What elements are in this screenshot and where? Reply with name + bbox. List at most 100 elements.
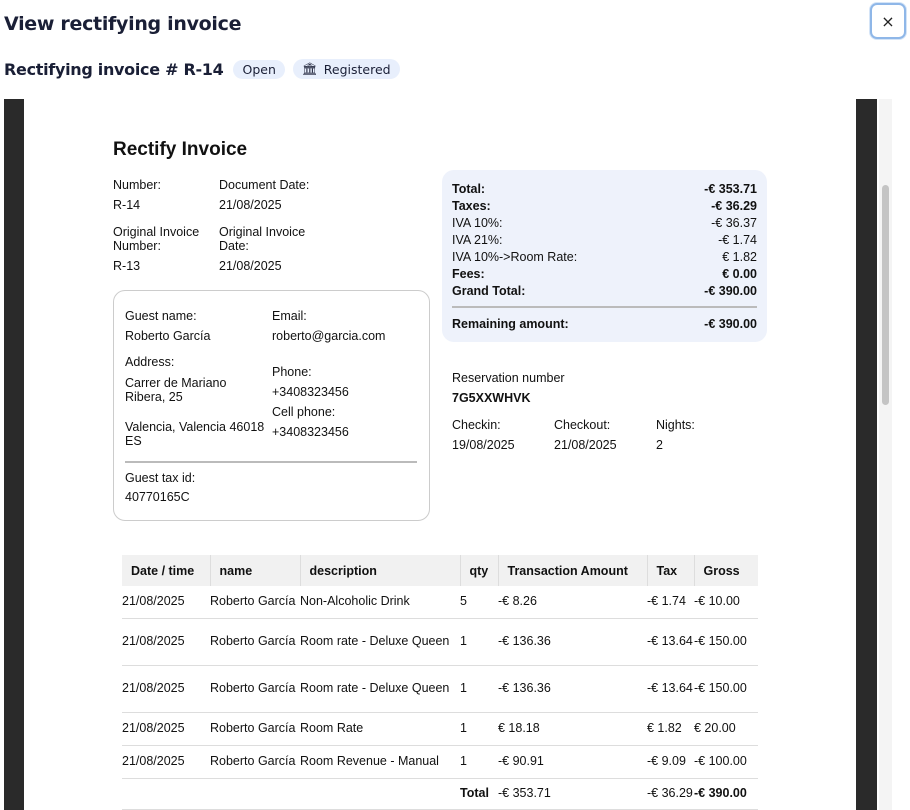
table-cell: -€ 150.00 (694, 665, 758, 713)
guest-name-label: Guest name: (125, 309, 197, 323)
column-header[interactable]: Tax (647, 555, 695, 586)
table-cell: -€ 13.64 (647, 618, 694, 666)
table-row: 21/08/2025 Roberto García Non-Alcoholic Dr… (122, 586, 758, 619)
summary-label: IVA 21%: (452, 233, 503, 247)
divider (125, 461, 417, 463)
summary-value: -€ 1.74 (718, 233, 757, 247)
checkin-label: Checkin: (452, 418, 501, 432)
invoice-header: Rectifying invoice # R-14 Open 🏛 Register… (4, 59, 400, 79)
table-cell: -€ 100.00 (694, 745, 758, 779)
table-cell: Room rate - Deluxe Queen (300, 665, 460, 713)
orig-number-label: Original Invoice Number: (113, 225, 200, 253)
summary-value: € 1.82 (722, 250, 757, 264)
remaining-label: Remaining amount: (452, 317, 569, 331)
table-cell: 1 (460, 712, 498, 746)
column-header[interactable]: qty (460, 555, 499, 586)
table-cell: Roberto García (210, 618, 300, 666)
checkin-value: 19/08/2025 (452, 438, 515, 452)
table-cell: -€ 9.09 (647, 745, 694, 779)
table-row: 21/08/2025 Roberto García Room Rate 1 € 18.1… (122, 712, 758, 746)
doc-date-label: Document Date: (219, 178, 310, 192)
summary-value: -€ 36.37 (711, 216, 757, 230)
summary-value: € 0.00 (722, 267, 757, 281)
registered-badge: 🏛 Registered (292, 59, 400, 79)
orig-date-value: 21/08/2025 (219, 259, 282, 273)
table-row: 21/08/2025 Roberto García Room rate - Delu… (122, 665, 758, 713)
orig-date-label: Original Invoice Date: (219, 225, 306, 253)
summary-label: IVA 10%->Room Rate: (452, 250, 578, 264)
scrollbar-thumb[interactable] (882, 185, 889, 405)
column-header[interactable]: Date / time (122, 555, 211, 586)
cell-label: Cell phone: (272, 405, 336, 419)
cell-value: +3408323456 (272, 425, 349, 439)
email-label: Email: (272, 309, 307, 323)
invoice-subtitle: Rectifying invoice # R-14 (4, 59, 224, 79)
guest-box: Guest name: Roberto García Email: robert… (113, 290, 430, 521)
summary-label: Grand Total: (452, 284, 526, 298)
table-cell: Room Revenue - Manual (300, 745, 460, 779)
table-cell: 21/08/2025 (122, 712, 210, 746)
table-cell: -€ 136.36 (498, 665, 647, 713)
checkout-value: 21/08/2025 (554, 438, 617, 452)
tax-id-value: 40770165C (125, 490, 190, 504)
invoice-page: Rectify Invoice Number: R-14 Document Da… (24, 99, 856, 810)
summary-value: -€ 36.29 (711, 199, 757, 213)
remaining-row: Remaining amount: -€ 390.00 (452, 316, 757, 333)
email-value: roberto@garcia.com (272, 329, 386, 343)
table-cell: -€ 10.00 (694, 586, 758, 619)
orig-number-value: R-13 (113, 259, 141, 273)
summary-divider (452, 306, 757, 308)
invoice-title: Rectify Invoice (113, 139, 248, 160)
table-cell: Roberto García (210, 586, 300, 619)
table-cell: -€ 1.74 (647, 586, 694, 619)
column-header[interactable]: name (210, 555, 301, 586)
column-header[interactable]: Transaction Amount (498, 555, 648, 586)
number-value: R-14 (113, 198, 141, 212)
guest-name: Roberto García (125, 329, 211, 343)
transactions-table: Date / time name description qty Transaction… (122, 555, 758, 810)
table-cell: € 18.18 (498, 712, 647, 746)
bank-icon: 🏛 (301, 61, 318, 76)
table-cell: € 20.00 (694, 712, 758, 746)
dialog-title: View rectifying invoice (4, 13, 242, 35)
table-cell: 21/08/2025 (122, 586, 210, 619)
phone-label: Phone: (272, 365, 312, 379)
nights-value: 2 (656, 438, 663, 452)
total-tax: -€ 36.29 (647, 778, 694, 810)
table-row: 21/08/2025 Roberto García Room rate - Delu… (122, 618, 758, 666)
summary-row: Total: -€ 353.71 (452, 181, 757, 198)
phone-value: +3408323456 (272, 385, 349, 399)
total-amount: -€ 353.71 (498, 778, 647, 810)
table-cell: -€ 90.91 (498, 745, 647, 779)
summary-row: Taxes: -€ 36.29 (452, 198, 757, 215)
summary-row: Fees: € 0.00 (452, 266, 757, 283)
address-line1: Carrer de Mariano Ribera, 25 (125, 376, 227, 404)
summary-box: Total: -€ 353.71 Taxes: -€ 36.29 IVA 10%: -€ … (442, 170, 767, 342)
column-header[interactable]: description (300, 555, 461, 586)
document-viewer: Rectify Invoice Number: R-14 Document Da… (4, 99, 877, 810)
table-cell: -€ 136.36 (498, 618, 647, 666)
table-cell: 1 (460, 745, 498, 779)
table-header: Date / time name description qty Transaction… (122, 555, 758, 586)
reservation-number: 7G5XXWHVK (452, 391, 531, 405)
total-label: Total (460, 778, 498, 810)
table-cell: Roberto García (210, 665, 300, 713)
table-cell: -€ 13.64 (647, 665, 694, 713)
table-cell: Roberto García (210, 712, 300, 746)
status-badge: Open (233, 59, 285, 79)
total-gross: -€ 390.00 (694, 778, 758, 810)
status-badge-label: Open (242, 61, 276, 77)
table-cell: 21/08/2025 (122, 665, 210, 713)
summary-label: Total: (452, 182, 486, 196)
summary-value: -€ 353.71 (704, 182, 757, 196)
tax-id-label: Guest tax id: (125, 471, 196, 485)
scrollbar[interactable] (879, 99, 892, 810)
doc-date-value: 21/08/2025 (219, 198, 282, 212)
table-cell: Non-Alcoholic Drink (300, 586, 460, 619)
address-line2: Valencia, Valencia 46018 ES (125, 420, 265, 448)
table-cell: -€ 8.26 (498, 586, 647, 619)
close-button[interactable]: × (870, 3, 906, 39)
table-cell: € 1.82 (647, 712, 694, 746)
column-header[interactable]: Gross (694, 555, 758, 586)
table-cell: 21/08/2025 (122, 745, 210, 779)
